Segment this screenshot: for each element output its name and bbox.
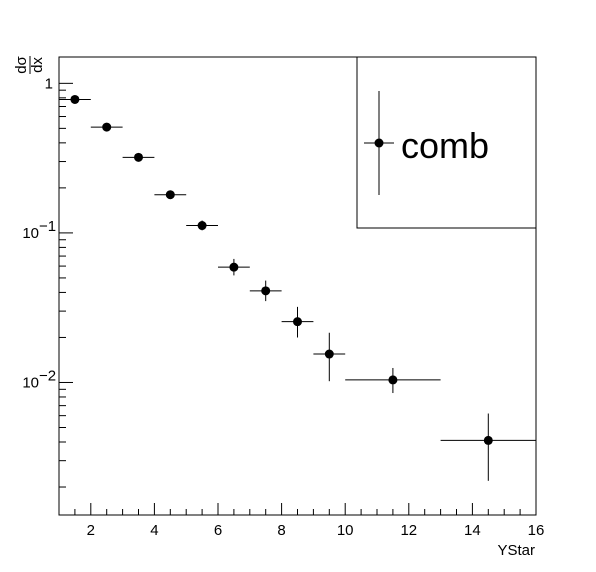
y-tick-label-exponent: −1 bbox=[39, 218, 56, 235]
data-point bbox=[313, 332, 346, 382]
legend: comb bbox=[356, 56, 537, 229]
data-point bbox=[218, 258, 250, 276]
x-tick-label: 14 bbox=[464, 522, 481, 539]
data-point bbox=[281, 306, 314, 338]
x-axis-title: YStar bbox=[497, 542, 535, 559]
y-tick-label-exponent: −2 bbox=[39, 367, 56, 384]
x-tick-label: 4 bbox=[150, 522, 158, 539]
data-point-marker bbox=[261, 286, 271, 296]
data-points bbox=[59, 94, 536, 481]
data-point bbox=[59, 94, 91, 104]
x-tick-label: 8 bbox=[277, 522, 285, 539]
data-point bbox=[90, 122, 123, 132]
legend-label: comb bbox=[401, 125, 489, 166]
data-point-marker bbox=[293, 317, 302, 327]
x-tick-label: 6 bbox=[214, 522, 222, 539]
legend-marker bbox=[374, 138, 384, 148]
data-point bbox=[440, 413, 536, 481]
y-axis-title-numerator: dσ bbox=[13, 55, 30, 73]
x-tick-label: 16 bbox=[528, 522, 545, 539]
data-point-marker bbox=[388, 375, 398, 385]
y-axis-title: dσ dx bbox=[13, 55, 46, 74]
x-axis-ticks: 2 4 6 8 10 12 14 16 bbox=[58, 503, 545, 539]
data-point-marker bbox=[70, 94, 80, 104]
data-point-marker bbox=[229, 262, 239, 272]
y-tick-label: 1 bbox=[45, 75, 53, 92]
y-axis-title-denominator: dx bbox=[29, 57, 46, 73]
data-point bbox=[186, 220, 218, 231]
data-point bbox=[122, 152, 155, 162]
data-point bbox=[345, 367, 441, 394]
y-axis-ticks: 110−110−2 bbox=[22, 75, 73, 488]
x-tick-label: 10 bbox=[337, 522, 354, 539]
x-tick-label: 12 bbox=[400, 522, 417, 539]
y-tick-label: 10 bbox=[22, 374, 39, 391]
y-tick-label: 10 bbox=[22, 225, 39, 242]
data-point-marker bbox=[483, 435, 493, 445]
data-point-marker bbox=[197, 221, 207, 231]
data-point-marker bbox=[324, 349, 334, 359]
data-point-marker bbox=[102, 122, 112, 132]
x-tick-label: 2 bbox=[87, 522, 95, 539]
data-point bbox=[154, 190, 187, 200]
data-point-marker bbox=[165, 190, 175, 200]
data-point bbox=[249, 280, 282, 302]
data-point-marker bbox=[134, 152, 143, 162]
